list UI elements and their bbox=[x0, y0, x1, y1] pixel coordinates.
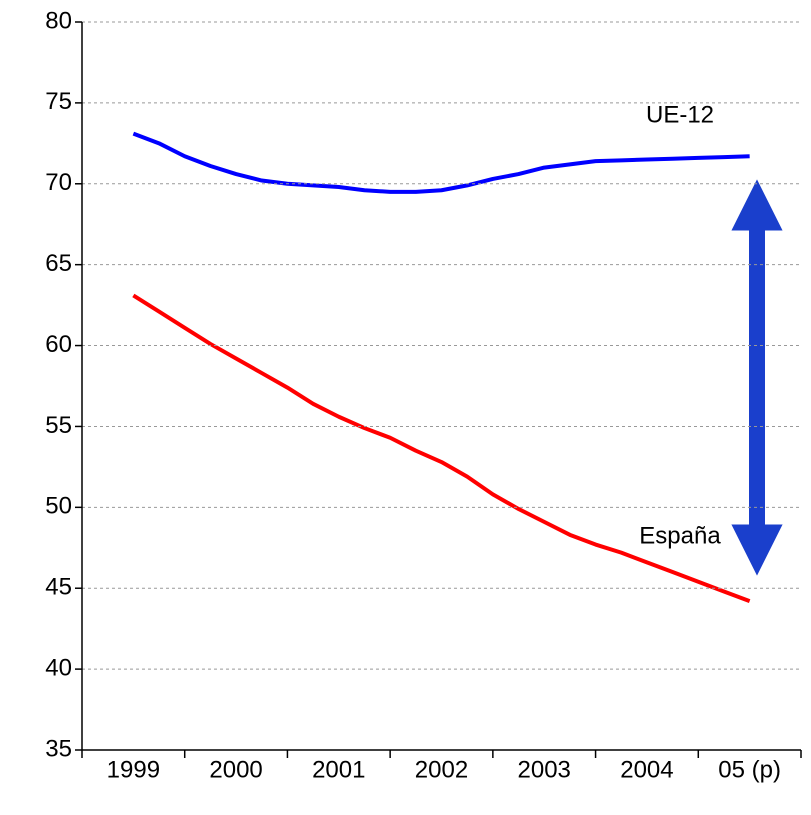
series-label: UE-12 bbox=[646, 101, 714, 128]
x-tick-label: 2001 bbox=[312, 756, 365, 783]
x-tick-label: 2003 bbox=[518, 756, 571, 783]
y-tick-label: 55 bbox=[45, 412, 72, 439]
x-tick-label: 1999 bbox=[107, 756, 160, 783]
x-tick-label: 2000 bbox=[209, 756, 262, 783]
y-tick-label: 65 bbox=[45, 250, 72, 277]
y-tick-label: 45 bbox=[45, 574, 72, 601]
y-tick-label: 40 bbox=[45, 654, 72, 681]
y-tick-label: 80 bbox=[45, 7, 72, 34]
x-tick-label: 2002 bbox=[415, 756, 468, 783]
series-line bbox=[132, 131, 750, 194]
y-tick-label: 70 bbox=[45, 169, 72, 196]
x-tick-label: 2004 bbox=[620, 756, 673, 783]
y-tick-label: 50 bbox=[45, 493, 72, 520]
series-line bbox=[132, 293, 751, 604]
x-tick-label: 05 (p) bbox=[718, 756, 781, 783]
y-tick-label: 75 bbox=[45, 88, 72, 115]
y-tick-label: 60 bbox=[45, 331, 72, 358]
series-label: España bbox=[639, 522, 721, 549]
y-tick-label: 35 bbox=[45, 735, 72, 762]
